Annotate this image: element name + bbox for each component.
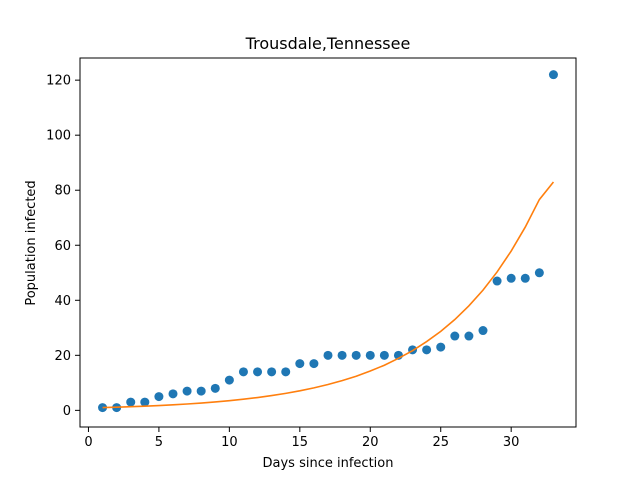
data-point [238, 367, 248, 377]
x-tick-label: 0 [84, 435, 92, 450]
y-axis-label: Population infected [24, 180, 39, 305]
axes-frame [79, 57, 577, 428]
data-point [210, 383, 220, 393]
y-tick-label: 20 [54, 349, 71, 364]
data-point [126, 397, 136, 407]
y-tick-label: 100 [46, 129, 71, 144]
y-tick-label: 80 [54, 184, 71, 199]
data-point [492, 276, 502, 286]
data-point [295, 359, 305, 369]
data-point [337, 350, 347, 360]
x-axis-label: Days since infection [263, 456, 394, 471]
data-point [351, 350, 361, 360]
data-point [323, 350, 333, 360]
data-point [267, 367, 277, 377]
data-point [140, 397, 150, 407]
fit-line [102, 181, 555, 409]
data-point [182, 386, 192, 396]
data-point [534, 268, 544, 278]
y-tick-label: 40 [54, 294, 71, 309]
data-point [196, 386, 206, 396]
x-tick-label: 25 [432, 435, 449, 450]
data-point [365, 350, 375, 360]
data-point [464, 331, 474, 341]
plot-area: 0 5 10 15 20 25 30 0 20 40 60 80 100 120 [46, 57, 577, 450]
data-point [309, 359, 319, 369]
data-point [379, 350, 389, 360]
data-point [478, 326, 488, 336]
data-point [520, 273, 530, 283]
data-point [224, 375, 234, 385]
y-tick-label: 60 [54, 239, 71, 254]
x-tick-label: 20 [362, 435, 379, 450]
data-point [422, 345, 432, 355]
x-tick-label: 30 [503, 435, 520, 450]
data-point [548, 70, 558, 80]
y-tick-label: 0 [63, 404, 71, 419]
x-tick-label: 5 [155, 435, 163, 450]
chart-title: Trousdale,Tennessee [245, 34, 411, 53]
data-point [506, 273, 516, 283]
data-point [281, 367, 291, 377]
data-point [154, 392, 164, 402]
x-tick-label: 10 [221, 435, 238, 450]
data-point [98, 403, 108, 413]
data-point [436, 342, 446, 352]
data-point [168, 389, 178, 399]
data-point [253, 367, 263, 377]
y-tick-label: 120 [46, 74, 71, 89]
x-tick-label: 15 [292, 435, 309, 450]
data-point [450, 331, 460, 341]
